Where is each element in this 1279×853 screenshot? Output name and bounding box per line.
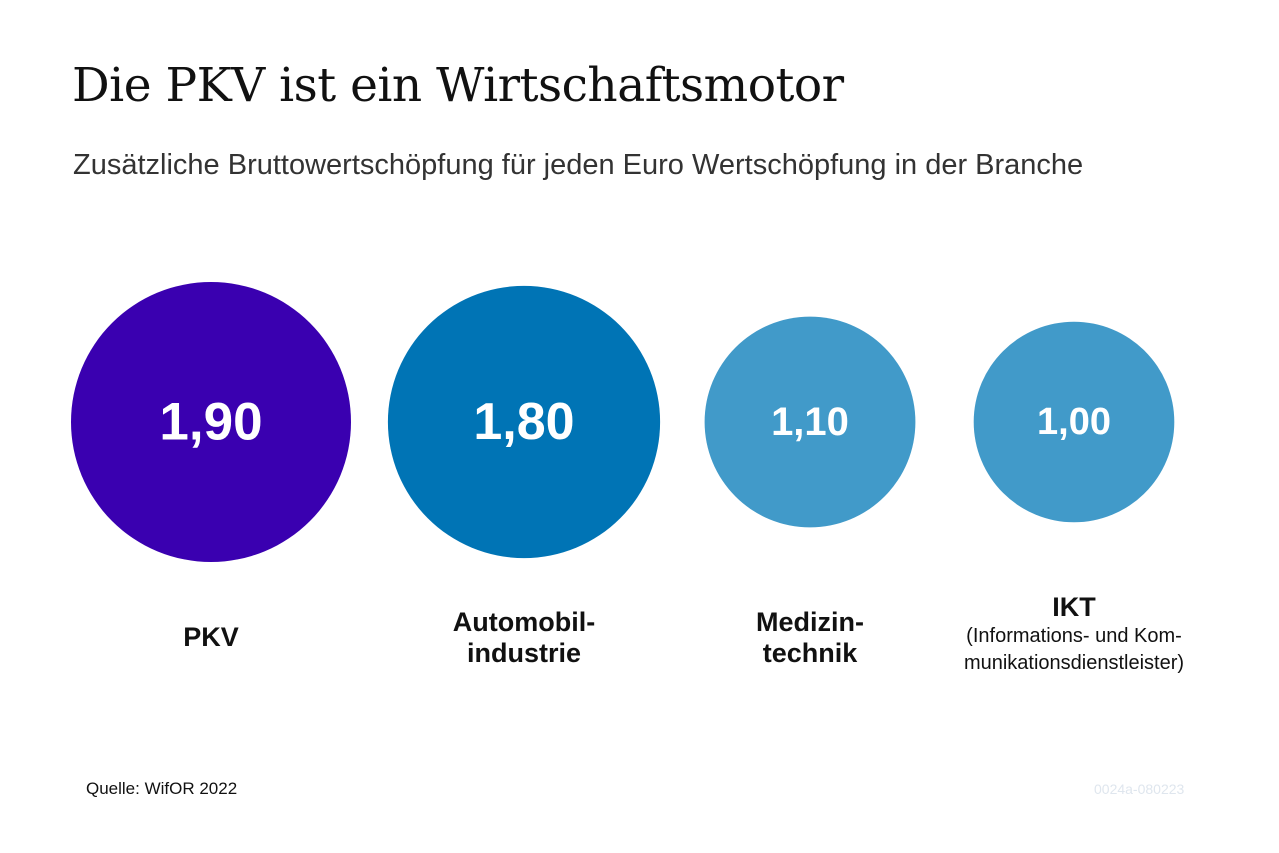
category-label-line: PKV bbox=[183, 622, 239, 652]
bubble-medizintechnik bbox=[704, 316, 916, 528]
bubble-value-label: 1,90 bbox=[159, 393, 262, 452]
category-label: Automobil-industrie bbox=[453, 607, 595, 669]
graphic-id: 0024a-080223 bbox=[1094, 781, 1185, 797]
category-label: PKV bbox=[183, 622, 239, 653]
category-label-line: industrie bbox=[466, 638, 581, 668]
category-label: Medizin-technik bbox=[756, 607, 864, 669]
bubble-ikt bbox=[973, 321, 1175, 523]
category-sublabel-line: (Informations- und Kom- bbox=[966, 625, 1182, 647]
category-label-line: Medizin- bbox=[756, 607, 864, 637]
bubble-value-label: 1,10 bbox=[771, 400, 849, 444]
category-sublabel-line: munikationsdienstleister) bbox=[963, 652, 1185, 674]
category-label-line: IKT bbox=[1052, 592, 1096, 622]
source-note: Quelle: WifOR 2022 bbox=[86, 779, 238, 798]
category-label: IKT (Informations- und Kom-munikationsdie… bbox=[964, 592, 1184, 677]
chart-title: Die PKV ist ein Wirtschaftsmotor bbox=[72, 58, 844, 113]
chart-subtitle: Zusätzliche Bruttowertschöpfung für jede… bbox=[73, 149, 1084, 181]
bubble-pkv bbox=[71, 282, 351, 562]
category-label-line: technik bbox=[762, 638, 858, 668]
category-label-line: Automobil- bbox=[452, 607, 596, 637]
bubble-automobilindustrie bbox=[387, 285, 661, 559]
bubble-value-label: 1,00 bbox=[1037, 401, 1111, 443]
bubble-value-label: 1,80 bbox=[473, 393, 574, 451]
